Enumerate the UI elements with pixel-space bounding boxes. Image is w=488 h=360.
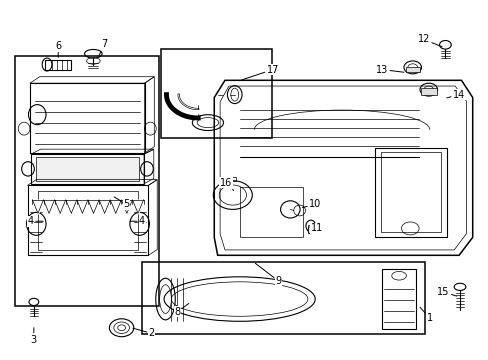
Text: 14: 14 xyxy=(446,90,464,100)
Bar xyxy=(30,83,144,153)
Bar xyxy=(44,59,71,69)
Text: 4: 4 xyxy=(28,216,43,226)
Text: 5: 5 xyxy=(114,197,129,210)
Text: 1: 1 xyxy=(419,307,432,323)
Text: 3: 3 xyxy=(31,328,37,345)
Text: 16: 16 xyxy=(220,178,233,190)
Bar xyxy=(38,191,138,250)
Bar xyxy=(420,88,436,95)
Text: 12: 12 xyxy=(417,35,441,47)
Bar xyxy=(239,187,303,237)
Text: 7: 7 xyxy=(99,40,107,56)
Text: 11: 11 xyxy=(310,224,322,233)
Bar xyxy=(374,148,447,237)
Text: 2: 2 xyxy=(132,328,155,338)
Bar xyxy=(307,225,313,233)
Bar xyxy=(405,67,419,72)
Bar xyxy=(380,152,441,232)
Text: 10: 10 xyxy=(302,199,321,210)
Text: 8: 8 xyxy=(174,303,188,317)
Bar xyxy=(27,185,148,255)
Bar xyxy=(381,269,415,329)
Bar xyxy=(230,177,235,181)
Bar xyxy=(15,56,159,306)
Bar xyxy=(160,49,271,138)
Bar xyxy=(36,157,139,181)
Text: 17: 17 xyxy=(242,64,278,80)
Text: 4: 4 xyxy=(130,216,145,226)
Text: 9: 9 xyxy=(255,263,281,286)
Text: 13: 13 xyxy=(375,64,403,75)
Text: 15: 15 xyxy=(436,287,456,297)
Text: 6: 6 xyxy=(55,41,61,57)
Bar xyxy=(142,262,424,334)
Bar xyxy=(31,154,144,184)
